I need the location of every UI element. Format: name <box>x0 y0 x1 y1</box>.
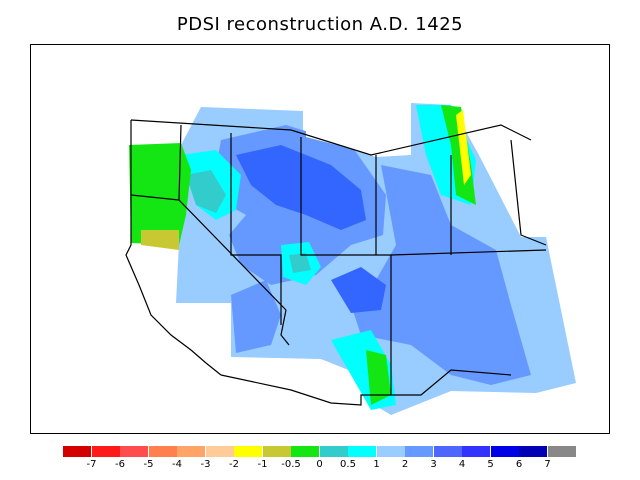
blue-area-east <box>351 165 531 385</box>
yellow-northeast <box>456 110 471 185</box>
legend-swatch <box>148 446 177 457</box>
legend-tick-label: 6 <box>515 459 523 470</box>
legend-tick-label: -1 <box>257 459 268 470</box>
legend-swatch <box>348 446 376 457</box>
blue-area-southwest <box>231 280 281 353</box>
legend-swatch <box>376 446 405 457</box>
teal-west <box>186 170 226 213</box>
legend-tick-label: 1 <box>373 459 380 470</box>
olive-west-coast <box>141 230 179 250</box>
legend-swatch <box>234 446 262 457</box>
legend-swatch <box>63 446 91 457</box>
state-line-2 <box>130 194 180 201</box>
boundaries <box>125 119 547 406</box>
teal-center <box>289 253 311 273</box>
legend-swatch <box>177 446 205 457</box>
legend-tick-label: -4 <box>172 459 182 470</box>
color-legend: -7 -6 -5 -4 -3 -2 -1 -0.5 0 0.5 1 2 3 4 5 6 7 <box>63 446 577 474</box>
legend-swatch <box>405 446 433 457</box>
legend-tick-label: 3 <box>430 459 437 470</box>
green-south <box>366 350 391 405</box>
legend-swatch <box>91 446 120 457</box>
legend-swatch <box>291 446 319 457</box>
legend-swatch <box>262 446 291 457</box>
legend-tick-label: 0.5 <box>340 459 356 470</box>
legend-swatch <box>120 446 148 457</box>
map-title: PDSI reconstruction A.D. 1425 <box>176 14 464 35</box>
state-line-6 <box>280 309 290 346</box>
state-line-4 <box>300 137 392 395</box>
legend-tick-label: 0 <box>316 459 323 470</box>
deepblue-south <box>331 267 386 313</box>
legend-swatch <box>547 446 576 457</box>
legend-tick-label: -6 <box>115 459 125 470</box>
notch-northeast <box>471 105 551 237</box>
notch-southwest <box>176 303 231 365</box>
legend-tick-label: -2 <box>229 459 239 470</box>
legend-tick-label: 7 <box>544 459 551 470</box>
coastline <box>125 120 222 376</box>
legend-tick-label: 2 <box>401 459 409 470</box>
map-frame <box>30 44 610 434</box>
legend-tick-label: -5 <box>143 459 154 470</box>
legend-tick-label: -3 <box>200 459 211 470</box>
legend-swatch <box>205 446 234 457</box>
legend-tick-label: 4 <box>458 459 466 470</box>
state-line-9 <box>510 139 547 246</box>
pdsi-map <box>125 103 576 415</box>
state-line-7 <box>390 249 547 256</box>
legend-swatch <box>462 446 490 457</box>
legend-swatch <box>319 446 348 457</box>
legend-tick-label: 5 <box>487 459 494 470</box>
border-canada <box>130 119 532 156</box>
notch-north <box>306 113 376 155</box>
legend-swatch <box>433 446 462 457</box>
legend-swatch <box>490 446 519 457</box>
border-mexico <box>220 369 512 406</box>
state-line-3 <box>230 133 282 325</box>
legend-tick-label: -0.5 <box>281 459 301 470</box>
legend-tick-label: -7 <box>86 459 97 470</box>
legend-swatch <box>519 446 547 457</box>
green-west-coast <box>129 143 191 245</box>
